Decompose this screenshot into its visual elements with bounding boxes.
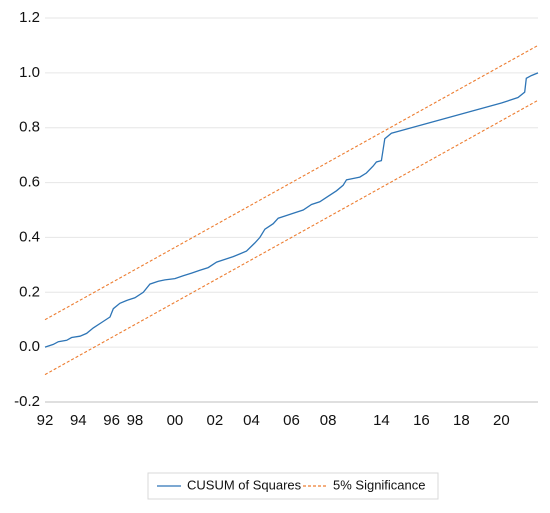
x-tick-label: 08: [320, 412, 337, 429]
x-tick-label: 16: [413, 412, 430, 429]
y-tick-label: 1.0: [19, 64, 40, 81]
series-layer: [44, 44, 539, 376]
y-tick-label: 0.6: [19, 174, 40, 191]
x-axis: 92 94 96 98 00 02 04 06 08 14 16 18 20: [37, 401, 538, 429]
x-tick-label: 94: [70, 412, 87, 429]
x-tick-label: 18: [453, 412, 470, 429]
y-tick-label: 0.2: [19, 283, 40, 300]
significance-band-line: [44, 99, 539, 376]
y-axis-ticks: -0.2 0.0 0.2 0.4 0.6 0.8 1.0 1.2: [14, 9, 40, 410]
significance-band-line: [44, 44, 539, 321]
x-tick-label: 96: [103, 412, 120, 429]
legend-label: CUSUM of Squares: [187, 477, 302, 492]
y-tick-label: 1.2: [19, 9, 40, 26]
x-tick-label: 06: [283, 412, 300, 429]
legend-box: [147, 472, 439, 500]
y-tick-label: 0.4: [19, 228, 40, 245]
x-tick-label: 98: [127, 412, 144, 429]
x-tick-label: 02: [207, 412, 224, 429]
x-tick-label: 04: [243, 412, 260, 429]
x-tick-label: 20: [493, 412, 510, 429]
y-tick-label: 0.0: [19, 338, 40, 355]
x-tick-label: 00: [167, 412, 184, 429]
x-tick-label: 14: [373, 412, 390, 429]
y-tick-label: -0.2: [14, 393, 40, 410]
cusum-line: [44, 72, 539, 348]
x-tick-label: 92: [37, 412, 54, 429]
y-tick-label: 0.8: [19, 119, 40, 136]
legend: CUSUM of Squares 5% Significance: [147, 472, 439, 500]
legend-label: 5% Significance: [333, 477, 426, 492]
